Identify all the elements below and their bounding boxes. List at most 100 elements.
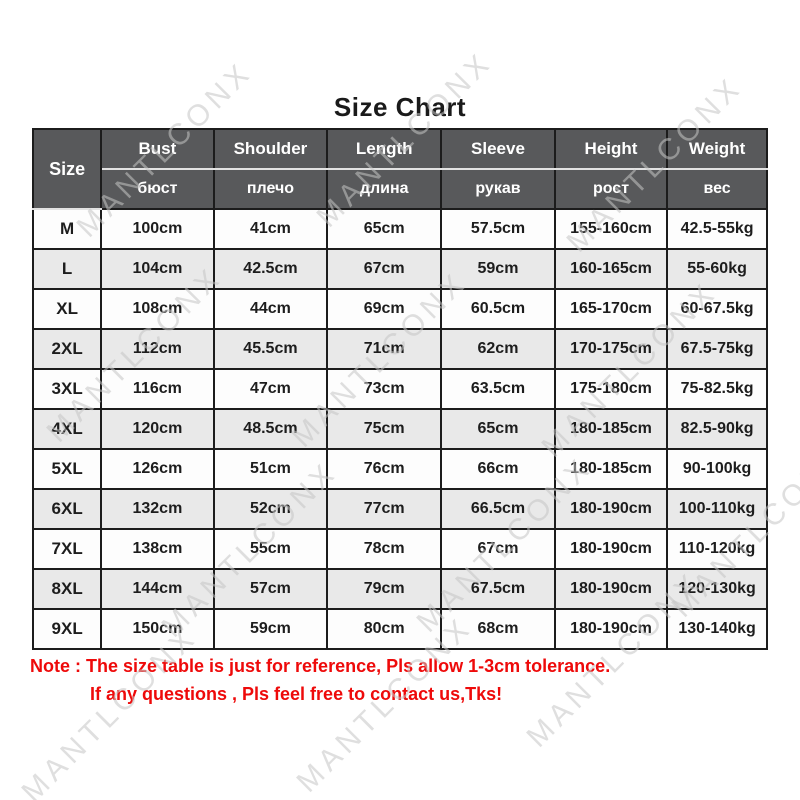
cell-value: 104cm [100,248,215,290]
cell-value: 76cm [326,448,443,490]
cell-value: 144cm [100,568,215,610]
cell-value: 52cm [212,488,329,530]
cell-size: 2XL [31,328,103,370]
column-header-ru-height: рост [553,168,669,210]
column-header-en-weight: Weight [666,128,768,170]
cell-value: 47cm [212,368,329,410]
cell-value: 116cm [100,368,215,410]
cell-value: 165-170cm [553,288,669,330]
cell-value: 138cm [100,528,215,570]
page-title: Size Chart [333,92,467,122]
cell-value: 66cm [440,448,556,490]
cell-value: 150cm [100,608,215,650]
column-header-en-height: Height [553,128,669,170]
table-row-3xl: 3XL 116cm 47cm 73cm 63.5cm 175-180cm 75-82.5kg [31,368,768,410]
cell-value: 100-110kg [666,488,768,530]
cell-value: 180-185cm [553,448,669,490]
note-line-2: If any questions , Pls feel free to cont… [90,684,503,704]
table-row-8xl: 8XL 144cm 57cm 79cm 67.5cm 180-190cm 120-130kg [31,568,768,610]
cell-value: 180-190cm [553,608,669,650]
table-row-l: L 104cm 42.5cm 67cm 59cm 160-165cm 55-60kg [31,248,768,290]
note-line-1: Note : The size table is just for refere… [30,656,611,676]
cell-value: 180-190cm [553,568,669,610]
cell-value: 69cm [326,288,443,330]
cell-value: 67cm [326,248,443,290]
cell-value: 59cm [440,248,556,290]
reference-note: Note : The size table is just for refere… [30,652,770,708]
column-header-en-shoulder: Shoulder [212,128,329,170]
cell-value: 44cm [212,288,329,330]
cell-value: 75-82.5kg [666,368,768,410]
size-chart-table: Size Bust Shoulder Length Sleeve Height Weigh… [31,128,768,650]
column-header-size: Size [31,128,103,210]
cell-size: L [31,248,103,290]
cell-value: 71cm [326,328,443,370]
column-header-ru-weight: вес [666,168,768,210]
column-header-ru-bust: бюст [100,168,215,210]
cell-value: 60.5cm [440,288,556,330]
cell-value: 170-175cm [553,328,669,370]
column-header-en-bust: Bust [100,128,215,170]
cell-value: 65cm [326,208,443,250]
cell-value: 63.5cm [440,368,556,410]
cell-value: 82.5-90kg [666,408,768,450]
cell-value: 112cm [100,328,215,370]
cell-size: M [31,208,103,250]
table-row-7xl: 7XL 138cm 55cm 78cm 67cm 180-190cm 110-120kg [31,528,768,570]
table-row-5xl: 5XL 126cm 51cm 76cm 66cm 180-185cm 90-100kg [31,448,768,490]
cell-value: 78cm [326,528,443,570]
cell-value: 155-160cm [553,208,669,250]
table-body: M 100cm 41cm 65cm 57.5cm 155-160cm 42.5-55kg L 1… [31,208,768,650]
cell-value: 132cm [100,488,215,530]
table-row-9xl: 9XL 150cm 59cm 80cm 68cm 180-190cm 130-140kg [31,608,768,650]
table-row-xl: XL 108cm 44cm 69cm 60.5cm 165-170cm 60-67.5kg [31,288,768,330]
cell-value: 67.5-75kg [666,328,768,370]
cell-value: 180-190cm [553,528,669,570]
cell-value: 55cm [212,528,329,570]
cell-value: 120-130kg [666,568,768,610]
cell-value: 59cm [212,608,329,650]
cell-value: 110-120kg [666,528,768,570]
cell-value: 75cm [326,408,443,450]
column-header-ru-length: длина [326,168,443,210]
column-header-ru-sleeve: рукав [440,168,556,210]
cell-value: 180-190cm [553,488,669,530]
cell-value: 80cm [326,608,443,650]
column-header-ru-shoulder: плечо [212,168,329,210]
cell-value: 41cm [212,208,329,250]
cell-value: 108cm [100,288,215,330]
cell-value: 120cm [100,408,215,450]
cell-value: 65cm [440,408,556,450]
cell-value: 175-180cm [553,368,669,410]
cell-value: 42.5-55kg [666,208,768,250]
cell-value: 67cm [440,528,556,570]
column-header-en-sleeve: Sleeve [440,128,556,170]
cell-value: 73cm [326,368,443,410]
cell-value: 90-100kg [666,448,768,490]
cell-value: 51cm [212,448,329,490]
cell-size: 9XL [31,608,103,650]
cell-value: 42.5cm [212,248,329,290]
cell-size: 4XL [31,408,103,450]
cell-value: 77cm [326,488,443,530]
cell-value: 48.5cm [212,408,329,450]
cell-value: 55-60kg [666,248,768,290]
cell-value: 180-185cm [553,408,669,450]
cell-value: 66.5cm [440,488,556,530]
cell-value: 130-140kg [666,608,768,650]
cell-value: 62cm [440,328,556,370]
cell-value: 68cm [440,608,556,650]
cell-size: 7XL [31,528,103,570]
table-row-2xl: 2XL 112cm 45.5cm 71cm 62cm 170-175cm 67.5-75kg [31,328,768,370]
table-row-6xl: 6XL 132cm 52cm 77cm 66.5cm 180-190cm 100-110kg [31,488,768,530]
header-row-russian: бюст плечо длина рукав рост вес [33,168,768,210]
cell-size: 8XL [31,568,103,610]
cell-value: 45.5cm [212,328,329,370]
table-row-m: M 100cm 41cm 65cm 57.5cm 155-160cm 42.5-55kg [31,208,768,250]
cell-value: 126cm [100,448,215,490]
table-header: Size Bust Shoulder Length Sleeve Height Weigh… [31,128,768,210]
cell-size: 6XL [31,488,103,530]
cell-value: 79cm [326,568,443,610]
cell-value: 160-165cm [553,248,669,290]
